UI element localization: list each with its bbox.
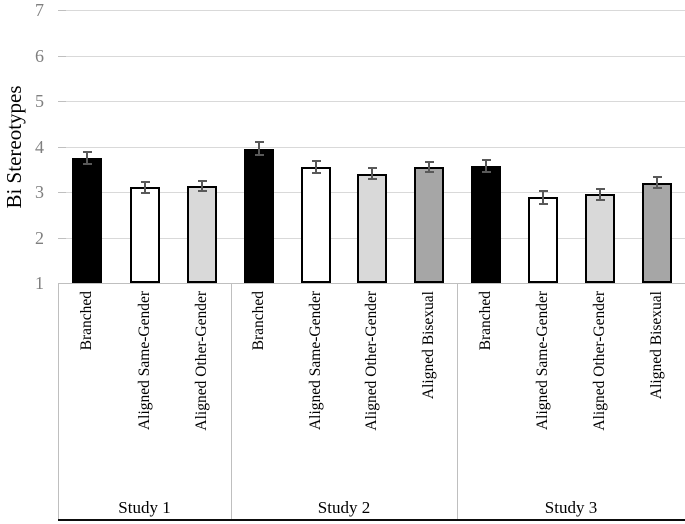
group-divider <box>457 283 458 521</box>
bar <box>129 187 160 283</box>
error-bar-cap-top <box>368 167 378 170</box>
error-bar-cap-top <box>595 187 605 190</box>
group-label: Study 1 <box>118 498 171 517</box>
error-bar-whisker <box>143 181 146 194</box>
x-axis-line <box>58 283 685 284</box>
bar <box>584 194 615 283</box>
error-bar-whisker <box>85 151 88 164</box>
category-label: Branched <box>250 291 268 351</box>
group-label: Study 2 <box>317 498 371 517</box>
bar <box>187 186 218 283</box>
category-label: Aligned Other-Gender <box>590 291 608 431</box>
error-bar-cap-top <box>140 180 150 183</box>
category-label: Aligned Other-Gender <box>363 291 381 431</box>
error-bar-cap-top <box>481 158 491 161</box>
error-bar-whisker <box>541 191 544 204</box>
error-bar-cap-top <box>255 141 265 144</box>
y-tick-mark <box>58 55 66 57</box>
error-bar-whisker <box>655 177 658 189</box>
error-bar-whisker <box>258 142 261 156</box>
y-tick-label: 2 <box>35 227 44 248</box>
error-bar-whisker <box>314 161 317 173</box>
category-label: Aligned Same-Gender <box>306 291 324 431</box>
y-tick-mark <box>58 237 66 239</box>
y-tick-label: 7 <box>35 0 44 20</box>
error-bar-whisker <box>371 168 374 180</box>
bar <box>71 157 102 283</box>
error-bar-cap-bottom <box>424 171 434 174</box>
y-tick-mark <box>58 146 66 148</box>
error-bar-cap-bottom <box>311 171 321 174</box>
category-label: Branched <box>77 291 95 351</box>
y-tick-mark <box>58 10 66 11</box>
category-label: Aligned Bisexual <box>419 291 437 400</box>
bar <box>527 197 558 283</box>
y-tick-mark <box>58 192 66 193</box>
category-label: Aligned Bisexual <box>647 291 665 400</box>
bar <box>357 173 388 283</box>
y-gridline <box>58 55 685 57</box>
error-bar-whisker <box>598 188 601 200</box>
y-gridline <box>58 101 685 102</box>
error-bar-cap-bottom <box>538 202 548 205</box>
category-label: Branched <box>476 291 494 351</box>
bar <box>641 182 672 283</box>
error-bar-whisker <box>201 181 204 192</box>
y-tick-label: 3 <box>35 182 44 202</box>
error-bar-whisker <box>484 159 487 172</box>
bar <box>470 165 501 283</box>
error-bar-cap-top <box>538 190 548 193</box>
y-tick-label: 4 <box>35 136 44 157</box>
error-bar-cap-top <box>652 176 662 179</box>
category-label: Aligned Same-Gender <box>135 291 153 431</box>
category-label: Aligned Other-Gender <box>193 291 211 431</box>
figure-bottom-border <box>58 519 685 521</box>
y-tick-mark <box>58 101 66 102</box>
y-gridline <box>58 10 685 11</box>
error-bar-cap-top <box>311 160 321 163</box>
error-bar-cap-bottom <box>595 198 605 201</box>
bar <box>300 166 331 283</box>
error-bar-cap-bottom <box>481 170 491 173</box>
bar <box>413 166 444 283</box>
y-tick-label: 5 <box>35 91 44 111</box>
error-bar-cap-bottom <box>198 190 208 193</box>
group-label: Study 3 <box>544 498 598 517</box>
error-bar-cap-top <box>82 150 92 153</box>
y-tick-mark <box>58 283 66 284</box>
group-divider <box>231 283 232 521</box>
y-gridline <box>58 146 685 148</box>
error-bar-cap-top <box>198 180 208 183</box>
y-tick-label: 1 <box>35 273 44 293</box>
error-bar-cap-bottom <box>255 154 265 157</box>
error-bar-cap-bottom <box>368 178 378 181</box>
y-tick-label: 6 <box>35 45 44 66</box>
group-divider <box>58 283 59 521</box>
category-label: Aligned Same-Gender <box>533 291 551 431</box>
error-bar-cap-bottom <box>140 192 150 195</box>
error-bar-cap-bottom <box>652 187 662 190</box>
error-bar-cap-bottom <box>82 162 92 165</box>
error-bar-whisker <box>427 161 430 173</box>
error-bar-cap-top <box>424 160 434 163</box>
bar <box>244 148 275 283</box>
